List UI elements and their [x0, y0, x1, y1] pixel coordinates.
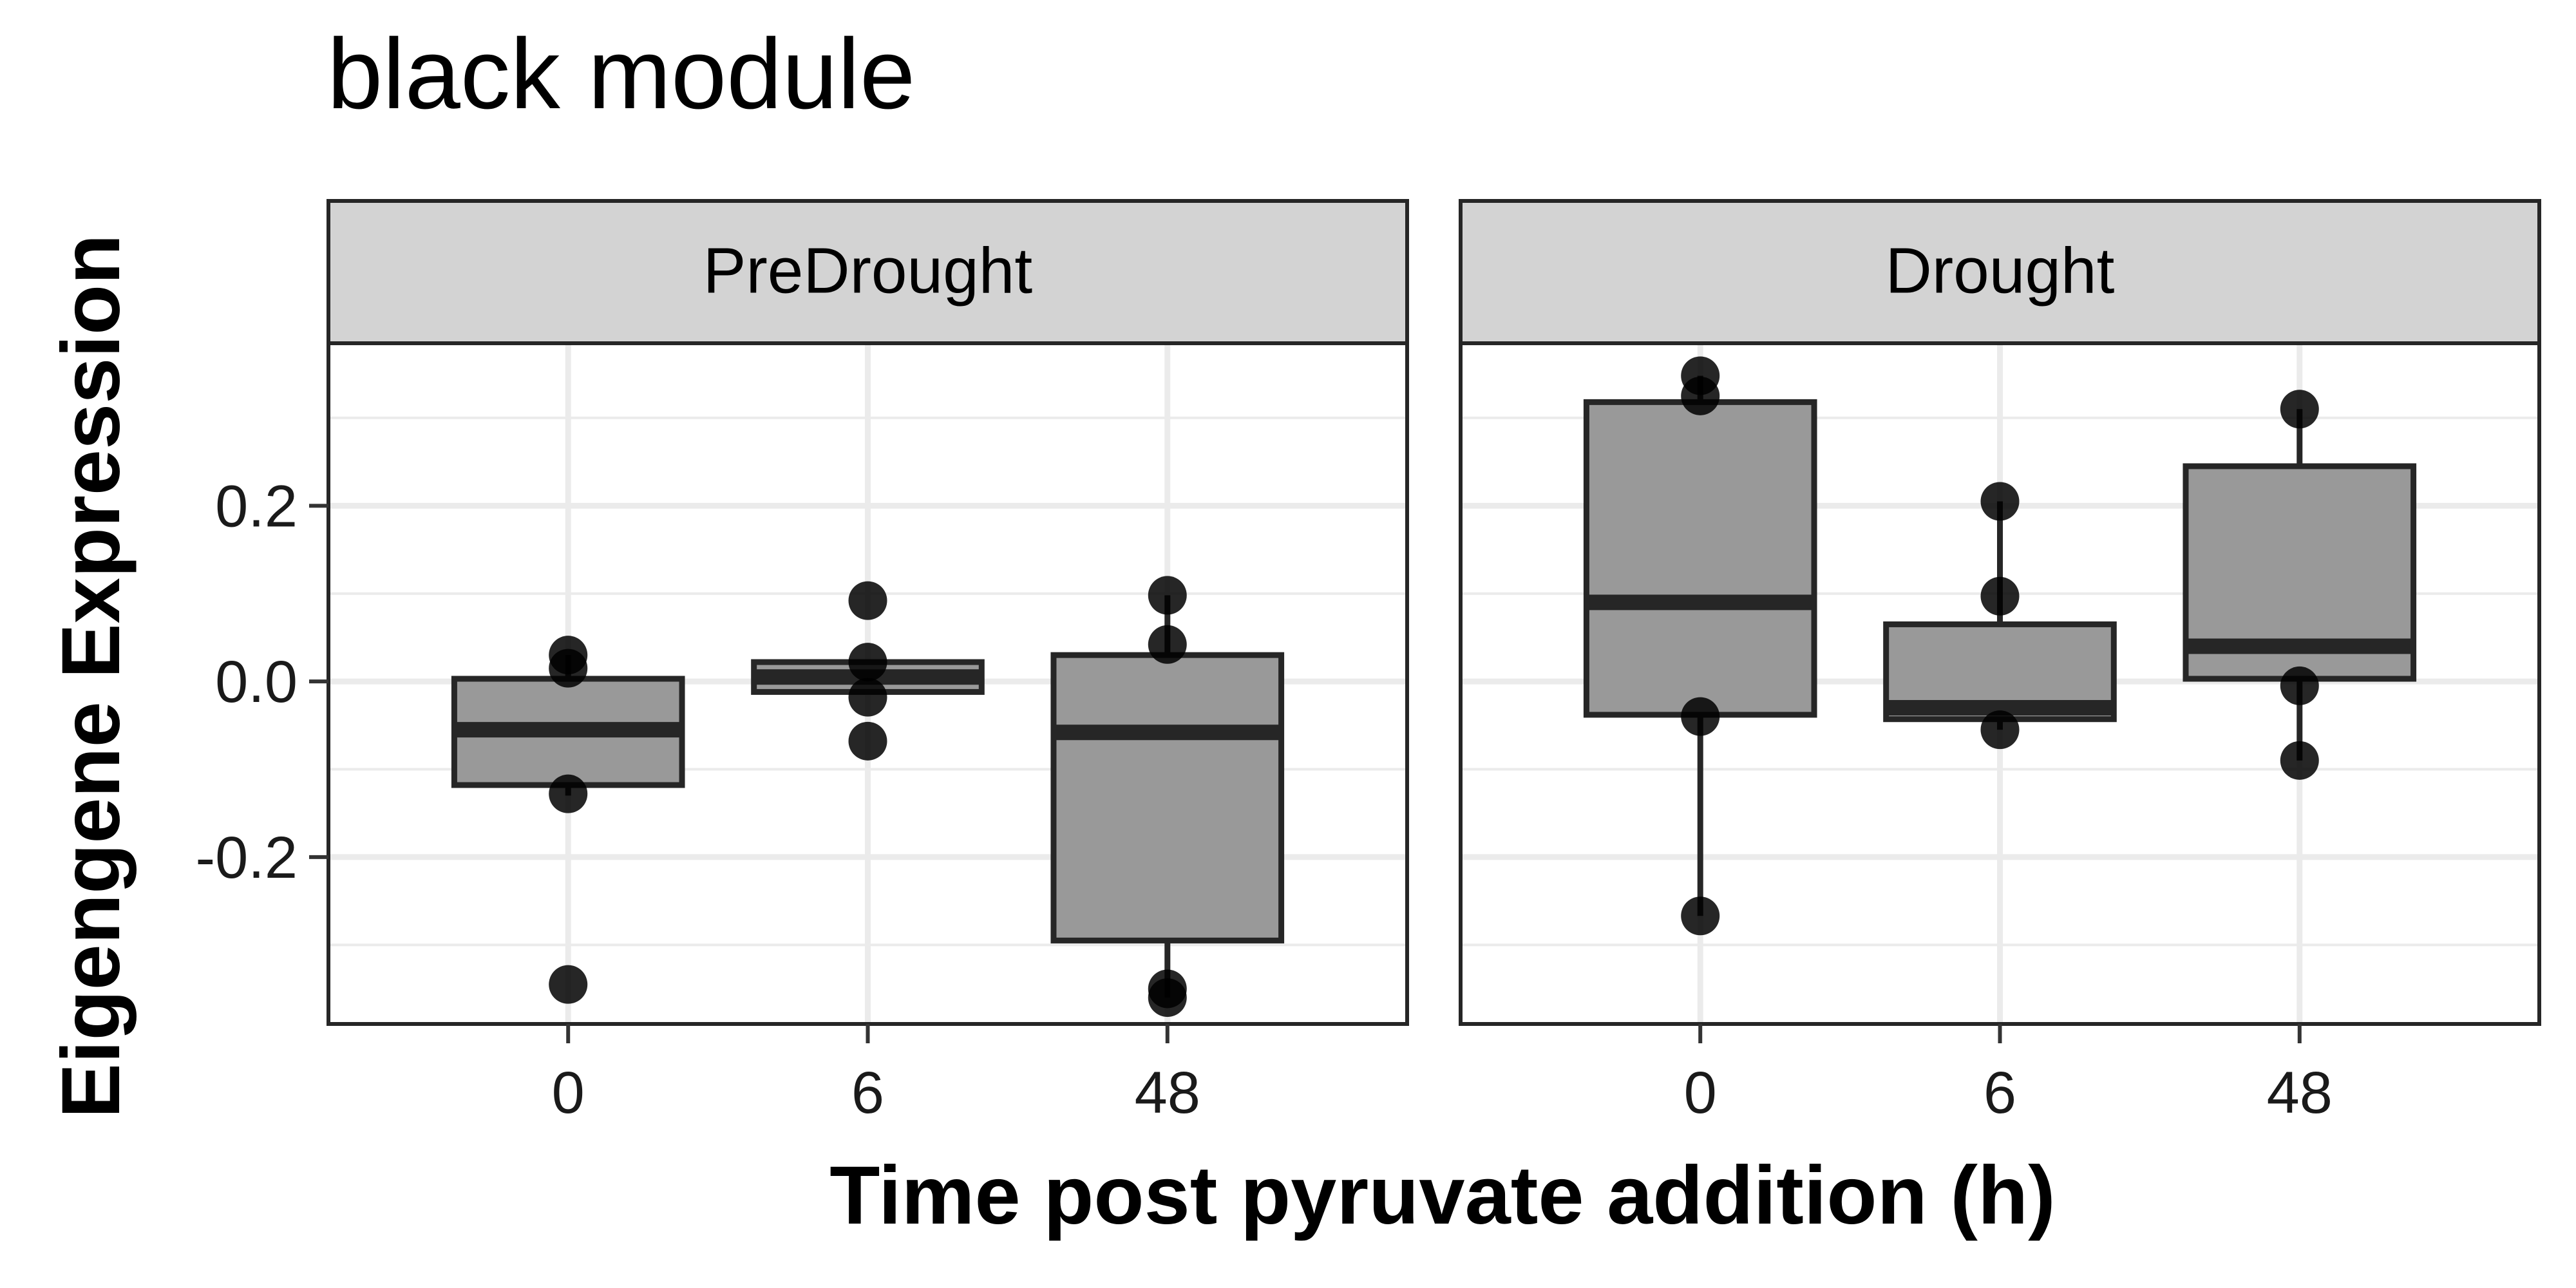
data-point [1980, 710, 2020, 750]
facet-strip-label: PreDrought [703, 235, 1033, 307]
data-point [848, 643, 887, 682]
boxplot-48 [2183, 390, 2417, 780]
data-point [549, 774, 588, 813]
data-point [2280, 666, 2319, 705]
data-point [1148, 978, 1187, 1018]
y-axis-title: Eigengene Expression [45, 234, 137, 1119]
chart-title: black module [327, 18, 915, 129]
box-iqr [1050, 652, 1285, 943]
data-point [549, 649, 588, 688]
data-point [1681, 376, 1720, 415]
data-point [1980, 576, 2020, 616]
x-tick-label: 0 [1684, 1060, 1717, 1126]
data-point [2280, 390, 2319, 429]
data-point [1980, 482, 2020, 521]
y-tick-label: -0.2 [195, 825, 298, 891]
data-point [549, 965, 588, 1004]
y-tick-label: 0.2 [215, 473, 298, 539]
data-point [848, 581, 887, 620]
x-tick-label: 48 [2267, 1060, 2333, 1126]
facet-panel-drought: Drought 0 6 48 [1459, 199, 2541, 1126]
data-point [1148, 625, 1187, 664]
boxplot-48 [1050, 576, 1285, 1018]
boxplot-0 [451, 636, 685, 1004]
box-iqr [1583, 399, 1817, 718]
y-tick-label: 0.0 [215, 649, 298, 715]
data-point [2280, 741, 2319, 780]
facet-panel-predrought: PreDrought 0 6 48 [327, 199, 1409, 1126]
boxplot-6 [751, 581, 985, 761]
x-tick-label: 6 [1984, 1060, 2016, 1126]
data-point [1148, 576, 1187, 615]
x-tick-label: 0 [552, 1060, 585, 1126]
facet-strip [1459, 199, 2541, 345]
x-tick-label: 48 [1135, 1060, 1200, 1126]
facet-strip-label: Drought [1886, 235, 2115, 307]
data-point [848, 721, 887, 761]
data-point [848, 677, 887, 717]
x-tick-label: 6 [851, 1060, 884, 1126]
boxplot-6 [1883, 482, 2117, 750]
x-axis-title: Time post pyruvate addition (h) [829, 1150, 2056, 1242]
boxplot-0 [1583, 356, 1817, 936]
data-point [1681, 896, 1720, 936]
data-point [1681, 697, 1720, 736]
